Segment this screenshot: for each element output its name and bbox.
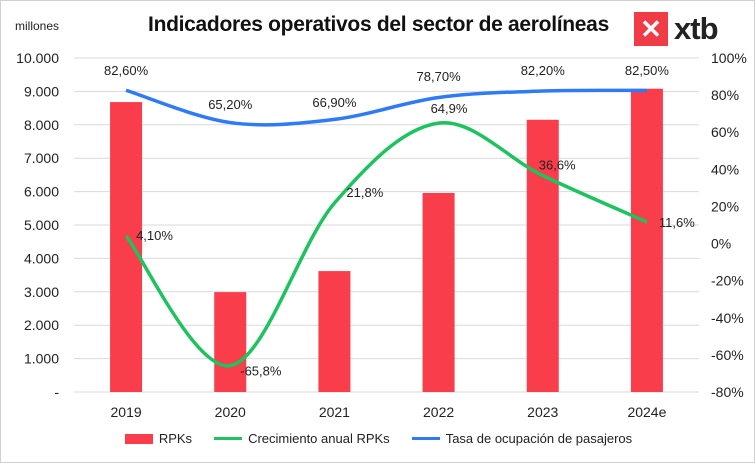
data-label-growth: 21,8% xyxy=(346,185,383,200)
legend-label: Crecimiento anual RPKs xyxy=(248,431,390,446)
x-tick-label: 2021 xyxy=(319,404,350,420)
data-label-occupancy: 78,70% xyxy=(417,69,462,84)
right-tick-label: 100% xyxy=(711,50,747,66)
legend-label: RPKs xyxy=(158,431,193,446)
chart-title: Indicadores operativos del sector de aer… xyxy=(148,13,609,36)
bar-rpks xyxy=(110,102,143,392)
x-tick-label: 2019 xyxy=(111,404,142,420)
right-tick-label: -60% xyxy=(711,347,744,363)
left-tick-label: 2.000 xyxy=(24,317,59,333)
x-tick-label: 2020 xyxy=(215,404,246,420)
line-growth xyxy=(124,121,648,368)
left-tick-label: 1.000 xyxy=(24,351,59,367)
left-axis-unit: millones xyxy=(15,19,60,33)
bar-rpks xyxy=(318,271,351,392)
x-tick-label: 2023 xyxy=(527,404,558,420)
legend-item-rpks: RPKs xyxy=(124,431,193,446)
right-tick-label: 0% xyxy=(711,236,731,252)
right-tick-label: 60% xyxy=(711,124,739,140)
left-tick-label: 5.000 xyxy=(24,217,59,233)
data-label-growth: 36,6% xyxy=(539,158,576,173)
legend-swatch xyxy=(214,437,243,440)
left-tick-label: 7.000 xyxy=(24,150,59,166)
bar-rpks xyxy=(422,192,455,392)
data-label-growth: -65,8% xyxy=(240,364,282,379)
left-tick-label: 9.000 xyxy=(24,83,59,99)
right-tick-label: -40% xyxy=(711,310,744,326)
legend-label: Tasa de ocupación de pasajeros xyxy=(445,431,633,446)
x-icon: ✕ xyxy=(634,12,668,46)
data-label-growth: 4,10% xyxy=(136,228,173,243)
left-tick-label: 4.000 xyxy=(24,250,59,266)
data-label-occupancy: 66,90% xyxy=(312,95,357,110)
legend-item-occupancy: Tasa de ocupación de pasajeros xyxy=(411,431,633,446)
right-tick-label: 40% xyxy=(711,161,739,177)
left-tick-label: 8.000 xyxy=(24,117,59,133)
left-tick-label: - xyxy=(54,384,59,400)
legend-swatch xyxy=(124,433,153,444)
legend-item-growth: Crecimiento anual RPKs xyxy=(214,431,390,446)
xtb-logo: ✕ xtb xyxy=(634,11,718,47)
right-tick-label: 20% xyxy=(711,198,739,214)
right-tick-label: 80% xyxy=(711,87,739,103)
legend: RPKs Crecimiento anual RPKs Tasa de ocup… xyxy=(1,431,754,446)
left-tick-label: 10.000 xyxy=(16,50,59,66)
data-label-occupancy: 65,20% xyxy=(208,97,253,112)
logo-text: xtb xyxy=(674,11,718,46)
data-label-occupancy: 82,20% xyxy=(521,63,566,78)
data-label-occupancy: 82,60% xyxy=(104,63,149,78)
right-tick-label: -20% xyxy=(711,273,744,289)
data-label-growth: 64,9% xyxy=(431,101,468,116)
data-label-growth: 11,6% xyxy=(659,215,695,230)
data-label-occupancy: 82,50% xyxy=(625,63,670,78)
line-occupancy xyxy=(125,88,647,127)
bar-rpks xyxy=(630,88,663,392)
x-tick-label: 2024e xyxy=(627,404,666,420)
x-tick-label: 2022 xyxy=(423,404,454,420)
left-tick-label: 6.000 xyxy=(24,184,59,200)
bar-rpks xyxy=(214,292,247,392)
right-tick-label: -80% xyxy=(711,384,744,400)
legend-swatch xyxy=(411,437,440,440)
left-tick-label: 3.000 xyxy=(24,284,59,300)
bar-rpks xyxy=(526,119,559,392)
